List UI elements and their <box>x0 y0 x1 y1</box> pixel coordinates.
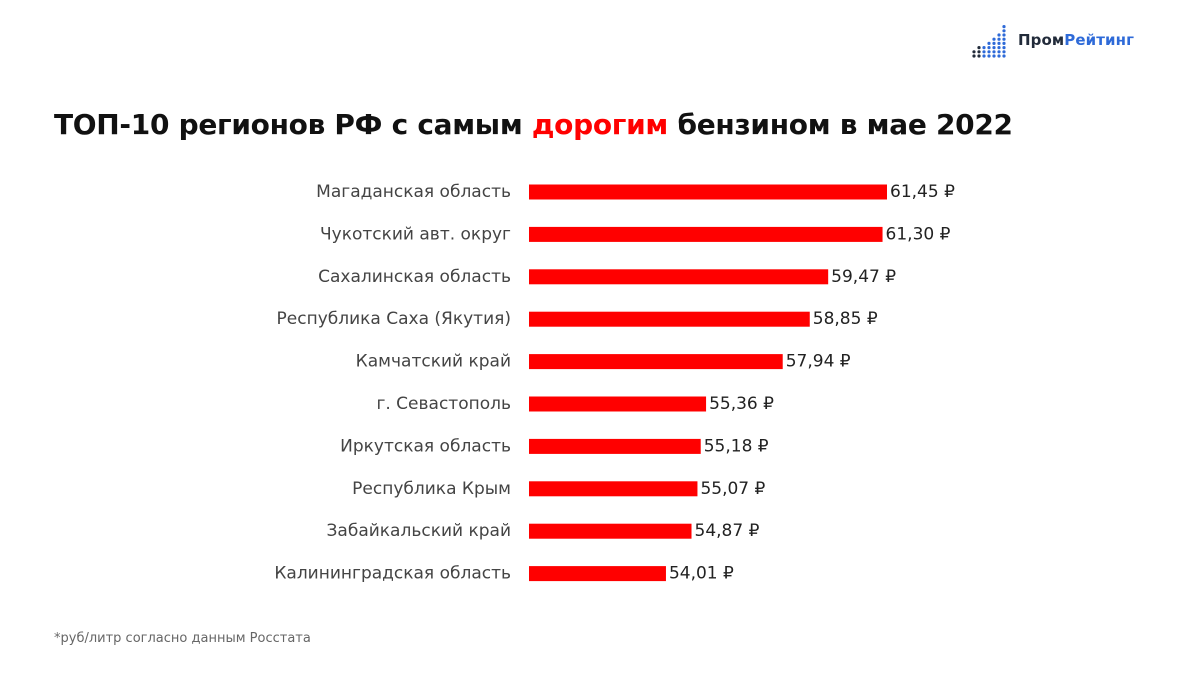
logo-text-prom: Пром <box>1018 31 1065 49</box>
logo-dot <box>1002 50 1006 54</box>
category-label: Камчатский край <box>356 352 511 372</box>
logo-dot <box>977 50 981 54</box>
logo-dot <box>972 54 976 58</box>
bar <box>529 481 698 497</box>
logo-dot <box>992 46 996 50</box>
logo-wordmark: ПромРейтинг <box>1018 31 1134 49</box>
value-label: 55,18 ₽ <box>704 436 769 456</box>
category-label: Забайкальский край <box>327 521 511 541</box>
logo-dot <box>982 46 986 50</box>
bar <box>529 354 783 370</box>
footnote: *руб/литр согласно данным Росстата <box>54 631 311 646</box>
category-label: Республика Саха (Якутия) <box>277 309 511 329</box>
logo-dot <box>997 33 1001 37</box>
logo-dot <box>987 41 991 45</box>
category-label: Магаданская область <box>316 182 511 202</box>
logo-dot <box>1002 46 1006 50</box>
logo-dot <box>1002 37 1006 41</box>
category-label: Сахалинская область <box>318 267 511 287</box>
logo-dot <box>987 50 991 54</box>
bar <box>529 438 701 454</box>
category-label: г. Севастополь <box>376 394 511 414</box>
value-label: 54,87 ₽ <box>695 521 760 541</box>
value-label: 58,85 ₽ <box>813 309 878 329</box>
logo-dot <box>982 54 986 58</box>
logo-dot <box>987 54 991 58</box>
logo-dot <box>977 46 981 50</box>
bar <box>529 566 666 582</box>
bar <box>529 184 887 200</box>
logo-dot <box>982 50 986 54</box>
logo-dot <box>997 41 1001 45</box>
value-label: 61,30 ₽ <box>886 224 951 244</box>
category-label: Иркутская область <box>340 436 511 456</box>
logo-dot <box>992 50 996 54</box>
bar <box>529 269 829 285</box>
logo-dot <box>992 54 996 58</box>
logo-text-reiting: Рейтинг <box>1064 31 1135 49</box>
value-label: 55,07 ₽ <box>700 479 765 499</box>
logo-dot <box>1002 41 1006 45</box>
logo-dot <box>997 37 1001 41</box>
title-text-start: ТОП-10 регионов РФ с самым <box>54 108 532 141</box>
value-label: 59,47 ₽ <box>831 267 896 287</box>
category-label: Калининградская область <box>274 564 511 584</box>
logo-dot <box>997 46 1001 50</box>
value-label: 54,01 ₽ <box>669 564 734 584</box>
bar <box>529 523 692 539</box>
bar <box>529 311 810 327</box>
category-label: Чукотский авт. округ <box>320 224 511 244</box>
value-label: 55,36 ₽ <box>709 394 774 414</box>
category-label: Республика Крым <box>352 479 511 499</box>
logo-dot <box>992 37 996 41</box>
value-label: 57,94 ₽ <box>786 352 851 372</box>
logo: ПромРейтинг <box>972 22 1134 58</box>
chart-title: ТОП-10 регионов РФ с самым дорогим бензи… <box>54 108 1013 141</box>
logo-dot <box>1002 25 1006 29</box>
logo-bars-icon <box>972 25 1006 58</box>
title-text-end: бензином в мае 2022 <box>668 108 1013 141</box>
logo-dot <box>997 50 1001 54</box>
logo-dot <box>987 46 991 50</box>
logo-dot <box>997 54 1001 58</box>
logo-dot <box>977 54 981 58</box>
logo-dot <box>1002 33 1006 37</box>
bar <box>529 396 707 412</box>
logo-dot <box>992 41 996 45</box>
value-label: 61,45 ₽ <box>890 182 955 202</box>
title-text-highlight: дорогим <box>531 108 669 141</box>
logo-dot <box>1002 54 1006 58</box>
logo-dot <box>1002 29 1006 33</box>
logo-dot <box>972 50 976 54</box>
bar <box>529 226 883 242</box>
